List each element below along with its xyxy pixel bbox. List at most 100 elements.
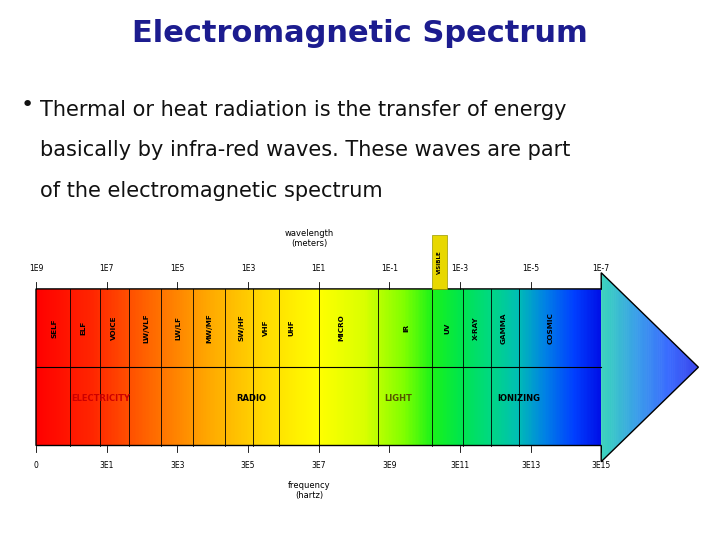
Bar <box>115 289 117 446</box>
Bar <box>488 289 490 446</box>
Bar <box>105 289 107 446</box>
Bar <box>549 289 550 446</box>
Bar <box>193 289 194 446</box>
Bar <box>323 289 324 446</box>
Bar <box>37 289 39 446</box>
Bar <box>221 289 222 446</box>
Bar <box>501 289 503 446</box>
Bar <box>432 235 446 289</box>
Bar <box>572 289 573 446</box>
Bar <box>477 289 478 446</box>
Bar <box>171 289 173 446</box>
Bar <box>58 289 60 446</box>
Bar <box>507 289 508 446</box>
Bar <box>86 289 87 446</box>
Bar <box>130 289 132 446</box>
Bar <box>409 289 410 446</box>
Bar <box>153 289 155 446</box>
Bar <box>293 289 294 446</box>
Bar <box>264 289 265 446</box>
Bar <box>303 289 305 446</box>
Bar <box>557 289 559 446</box>
Bar <box>585 289 587 446</box>
Bar <box>192 289 193 446</box>
Bar <box>111 289 112 446</box>
Bar <box>528 289 529 446</box>
Bar <box>290 289 292 446</box>
Text: 3E11: 3E11 <box>450 461 469 470</box>
Bar <box>276 289 278 446</box>
Bar <box>125 289 127 446</box>
Bar <box>43 289 45 446</box>
Bar <box>196 289 197 446</box>
Bar <box>50 289 52 446</box>
Bar <box>184 289 186 446</box>
Bar <box>595 289 597 446</box>
Bar <box>265 289 266 446</box>
Bar <box>207 289 208 446</box>
Bar <box>238 289 240 446</box>
Bar <box>83 289 84 446</box>
Bar <box>491 289 492 446</box>
Bar <box>426 289 428 446</box>
Bar <box>64 289 66 446</box>
Bar <box>225 289 227 446</box>
Bar <box>368 289 369 446</box>
Bar <box>449 289 450 446</box>
Bar <box>53 289 55 446</box>
Bar <box>382 289 384 446</box>
Bar <box>423 289 425 446</box>
Bar <box>340 289 341 446</box>
Bar <box>127 289 128 446</box>
Bar <box>392 289 394 446</box>
Bar <box>419 289 420 446</box>
Bar <box>136 289 138 446</box>
Bar <box>516 289 518 446</box>
Bar <box>570 289 572 446</box>
Bar <box>120 289 121 446</box>
Bar <box>446 289 447 446</box>
Bar <box>170 289 171 446</box>
Bar <box>429 289 431 446</box>
Bar <box>466 289 467 446</box>
Bar <box>369 289 371 446</box>
Text: MICRO: MICRO <box>338 315 344 341</box>
Bar <box>89 289 90 446</box>
Bar <box>321 289 323 446</box>
Bar <box>498 289 500 446</box>
Bar <box>535 289 536 446</box>
Text: RADIO: RADIO <box>235 394 266 403</box>
Bar <box>39 289 40 446</box>
Bar <box>562 289 563 446</box>
Text: 0: 0 <box>34 461 38 470</box>
Bar <box>350 289 351 446</box>
Bar <box>174 289 176 446</box>
Bar <box>422 289 423 446</box>
Bar <box>278 289 279 446</box>
Bar <box>563 289 564 446</box>
Bar <box>347 289 348 446</box>
Bar <box>362 289 364 446</box>
Bar <box>52 289 53 446</box>
Bar <box>210 289 211 446</box>
Bar <box>433 289 434 446</box>
Bar <box>478 289 480 446</box>
Bar <box>400 289 402 446</box>
Bar <box>395 289 396 446</box>
Text: IONIZING: IONIZING <box>498 394 541 403</box>
Bar <box>156 289 158 446</box>
Bar <box>109 289 111 446</box>
Bar <box>451 289 453 446</box>
Bar <box>310 289 312 446</box>
Bar <box>91 289 93 446</box>
Text: 1E-7: 1E-7 <box>593 264 610 273</box>
Bar <box>359 289 361 446</box>
Bar <box>390 289 391 446</box>
Bar <box>200 289 202 446</box>
Bar <box>218 289 220 446</box>
Bar <box>162 289 163 446</box>
Bar <box>453 289 454 446</box>
Bar <box>460 289 462 446</box>
Text: ELF: ELF <box>80 321 86 335</box>
Bar <box>135 289 136 446</box>
